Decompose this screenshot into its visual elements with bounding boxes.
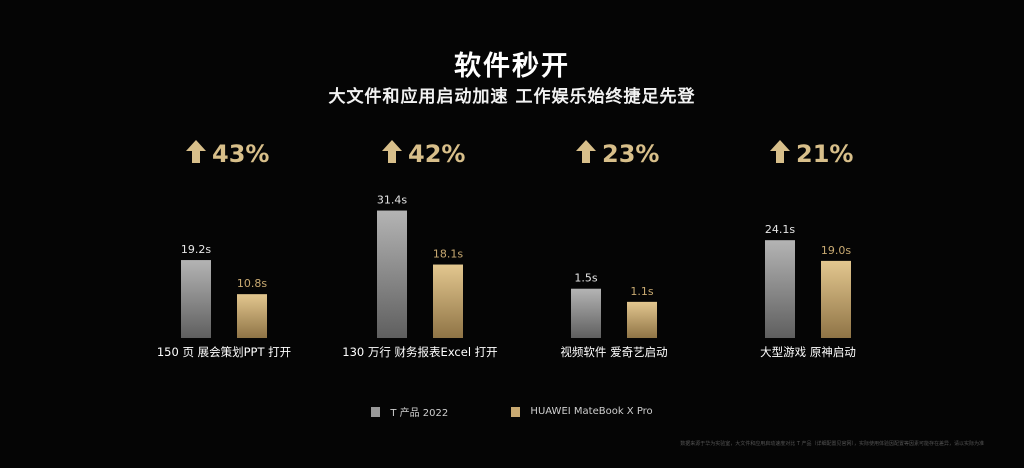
data-label: 1.1s: [630, 285, 653, 298]
improvement-label: 23%: [602, 140, 659, 168]
bar: [627, 301, 657, 338]
data-label: 24.1s: [765, 223, 795, 236]
up-arrow-icon: [186, 140, 206, 163]
data-label: 19.0s: [821, 244, 851, 257]
category-label: 视频软件 爱奇艺启动: [560, 345, 667, 359]
bar: [765, 240, 795, 338]
improvement-label: 21%: [796, 140, 853, 168]
legend-label-t-product: T 产品 2022: [390, 408, 449, 419]
up-arrow-icon: [382, 140, 402, 163]
improvement-label: 43%: [212, 140, 269, 168]
page-title: 软件秒开: [454, 51, 570, 82]
bar: [237, 294, 267, 338]
up-arrow-icon: [576, 140, 596, 163]
category-label: 150 页 展会策划PPT 打开: [157, 345, 291, 359]
legend-label-matebook: HUAWEI MateBook X Pro: [530, 406, 653, 417]
legend-swatch-t-product: [371, 406, 381, 417]
bar: [433, 264, 463, 338]
legend-item-t-product: T 产品 2022: [371, 404, 448, 419]
legend-swatch-matebook: [511, 406, 521, 417]
data-label: 19.2s: [181, 243, 211, 256]
bar: [377, 210, 407, 338]
data-label: 18.1s: [433, 248, 463, 261]
data-label: 10.8s: [237, 277, 267, 290]
data-label: 1.5s: [574, 272, 597, 285]
improvement-label: 42%: [408, 140, 465, 168]
category-label: 大型游戏 原神启动: [760, 345, 856, 359]
page-subtitle: 大文件和应用启动加速 工作娱乐始终捷足先登: [328, 87, 696, 107]
bar: [181, 260, 211, 338]
category-label: 130 万行 财务报表Excel 打开: [342, 345, 497, 359]
legend: T 产品 2022 HUAWEI MateBook X Pro: [0, 404, 1024, 420]
bar: [821, 260, 851, 338]
footnote: 数据来源于华为实验室，大文件和应用启动速度对比 T 产品（详细配置见官网），实际…: [680, 441, 984, 447]
bar: [571, 288, 601, 338]
up-arrow-icon: [770, 140, 790, 163]
legend-item-matebook: HUAWEI MateBook X Pro: [511, 406, 653, 417]
data-label: 31.4s: [377, 194, 407, 207]
